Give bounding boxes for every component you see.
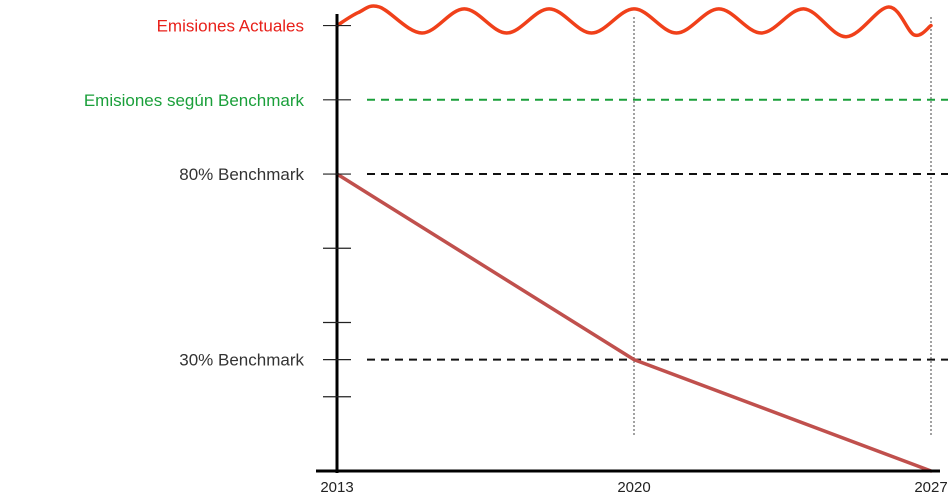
x-tick-label-2020: 2020 [617,479,650,495]
reference-guides [367,17,948,436]
x-tick-label-2027: 2027 [914,479,947,495]
y-label-30: 30% Benchmark [179,351,304,370]
y-label-80: 80% Benchmark [179,165,304,184]
y-label-100: Emisiones según Benchmark [84,91,305,110]
labels: Emisiones Actuales Emisiones según Benchm… [84,17,948,495]
series-line-emisiones-actuales [335,4,933,39]
axes [316,14,940,473]
data-series [335,4,933,473]
y-label-120: Emisiones Actuales [157,17,304,36]
series-line-reduction [335,172,933,473]
x-tick-label-2013: 2013 [320,479,353,495]
